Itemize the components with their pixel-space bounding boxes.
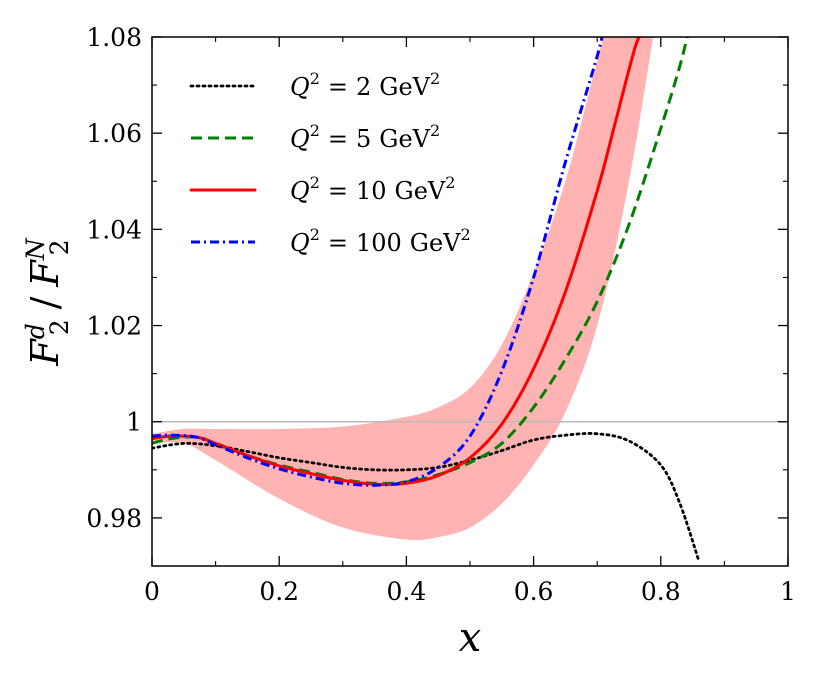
y-tick-label: 1 bbox=[126, 408, 142, 437]
y-label-denominator: F bbox=[23, 259, 67, 288]
plot-frame bbox=[151, 36, 789, 567]
y-tick-label: 1.06 bbox=[86, 119, 142, 148]
y-label-denominator-sub: 2 bbox=[45, 239, 74, 255]
y-label-numerator-sub: 2 bbox=[45, 319, 74, 335]
x-tick-label: 0.2 bbox=[259, 577, 299, 606]
series-line-q2-100 bbox=[152, 37, 604, 487]
y-tick-label: 1.04 bbox=[86, 215, 142, 244]
uncertainty-band bbox=[152, 37, 654, 541]
x-tick-label: 0.4 bbox=[387, 577, 427, 606]
legend-entry-q2-2: Q2 = 2 GeV2 bbox=[290, 69, 440, 101]
series-line-q2-2 bbox=[152, 432, 701, 563]
y-label-separator: / bbox=[23, 296, 67, 309]
y-label-denominator-sup: N bbox=[21, 237, 50, 261]
y-label-numerator-sup: d bbox=[21, 323, 50, 339]
y-tick-label: 1.08 bbox=[86, 23, 142, 52]
x-tick-label: 1 bbox=[780, 577, 796, 606]
y-tick-label: 0.98 bbox=[86, 504, 142, 533]
y-axis-label: Fd2/FN2 bbox=[21, 237, 74, 366]
x-axis-label: x bbox=[459, 615, 482, 661]
x-tick-label: 0.8 bbox=[641, 577, 681, 606]
legend-entry-q2-5: Q2 = 5 GeV2 bbox=[290, 121, 440, 153]
x-tick-label: 0.6 bbox=[514, 577, 554, 606]
y-label-numerator: F bbox=[23, 338, 67, 367]
y-tick-label: 1.02 bbox=[86, 312, 142, 341]
x-tick-label: 0 bbox=[144, 577, 160, 606]
legend-entry-q2-10: Q2 = 10 GeV2 bbox=[290, 173, 455, 205]
legend: Q2 = 2 GeV2 Q2 = 5 GeV2 Q2 = 10 GeV2 Q2 = 100 GeV2 bbox=[189, 69, 471, 257]
legend-entry-q2-100: Q2 = 100 GeV2 bbox=[290, 225, 471, 257]
